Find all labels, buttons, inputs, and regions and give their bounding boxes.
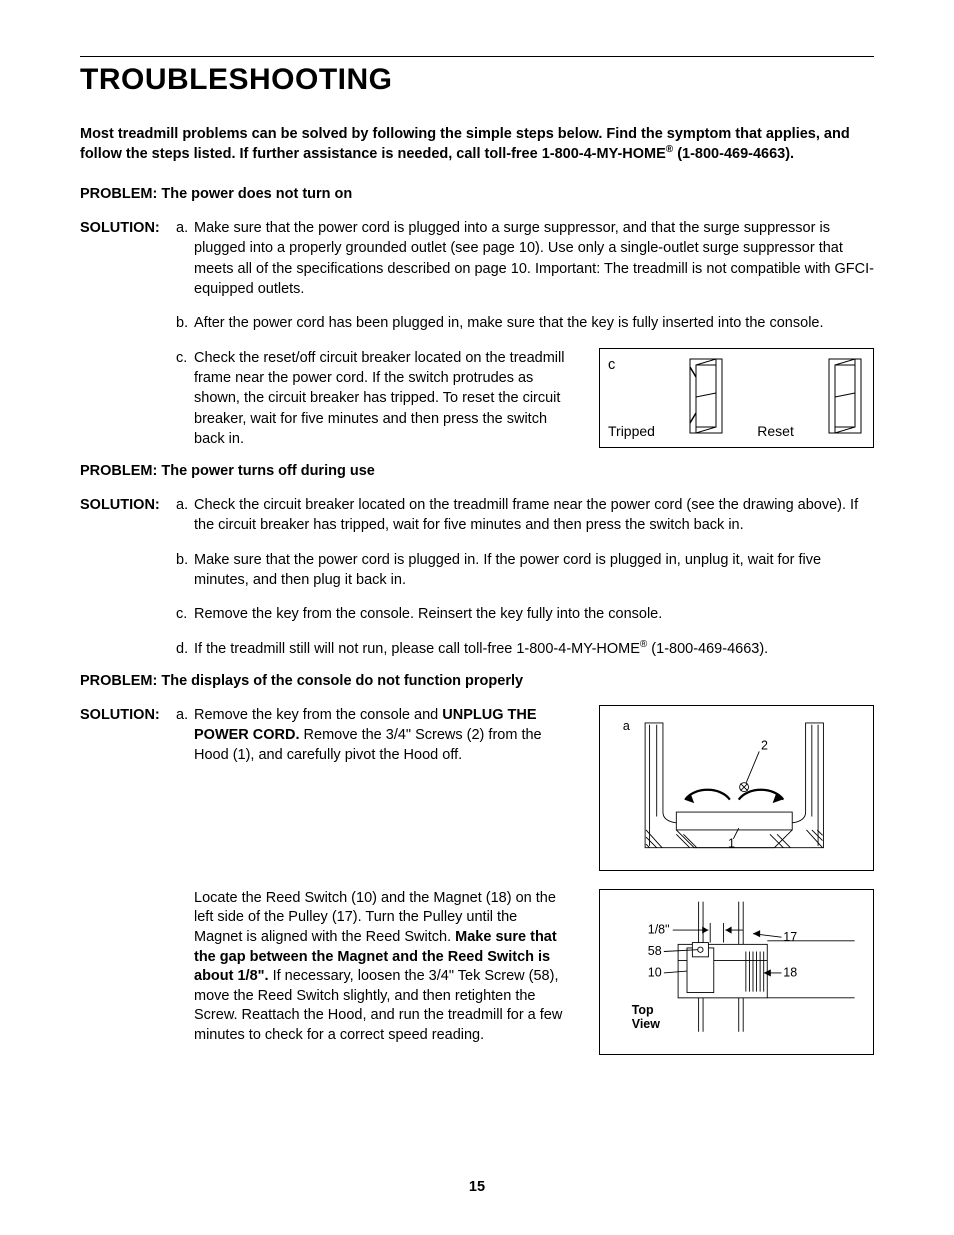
- solution-label: SOLUTION:: [80, 705, 176, 766]
- problem-3-heading: PROBLEM: The displays of the console do …: [80, 673, 874, 689]
- reset-label: Reset: [757, 423, 794, 439]
- figure-c: c Tripped R: [599, 348, 874, 448]
- figure-a-svg: a 2: [608, 714, 865, 862]
- fig-a-label: a: [623, 719, 630, 733]
- item-text: Remove the key from the console. Reinser…: [194, 604, 874, 624]
- solution-2a: SOLUTION: a. Check the circuit breaker l…: [80, 495, 874, 536]
- a-text-1: Remove the key from the console and: [194, 707, 442, 723]
- fig-a-callout-2: 2: [761, 739, 768, 753]
- item-letter: c.: [176, 604, 194, 624]
- item-letter: a.: [176, 705, 194, 766]
- fig-10-label: 10: [648, 965, 662, 979]
- item-text: Check the circuit breaker located on the…: [194, 495, 874, 536]
- problem-2-heading: PROBLEM: The power turns off during use: [80, 463, 874, 479]
- item-letter: a.: [176, 495, 194, 536]
- item-text: Make sure that the power cord is plugged…: [194, 550, 874, 591]
- fig-17-label: 17: [783, 930, 797, 944]
- solution-1b: b. After the power cord has been plugged…: [176, 313, 874, 333]
- figure-top-view: 1/8" 58 10 17 18: [599, 889, 874, 1055]
- fig-top-view-label-1: Top: [632, 1003, 654, 1017]
- item-letter: b.: [176, 313, 194, 333]
- item-letter: d.: [176, 639, 194, 659]
- intro-paragraph: Most treadmill problems can be solved by…: [80, 125, 874, 164]
- page-number: 15: [0, 1179, 954, 1195]
- page: TROUBLESHOOTING Most treadmill problems …: [0, 0, 954, 1109]
- reset-switch-icon: [825, 357, 865, 435]
- figure-top-svg: 1/8" 58 10 17 18: [608, 898, 865, 1046]
- solution-2b: b. Make sure that the power cord is plug…: [176, 550, 874, 591]
- solution-2d: d. If the treadmill still will not run, …: [176, 639, 874, 659]
- solution-1a: SOLUTION: a. Make sure that the power co…: [80, 218, 874, 299]
- solution-2-items: b. Make sure that the power cord is plug…: [80, 550, 874, 659]
- figure-c-label: c: [608, 357, 655, 373]
- fig-18-label: 18: [783, 965, 797, 979]
- figure-a: a 2: [599, 705, 874, 871]
- para2-text: Locate the Reed Switch (10) and the Magn…: [194, 889, 564, 1046]
- fig-top-view-label-2: View: [632, 1017, 660, 1031]
- solution-3a-row: SOLUTION: a. Remove the key from the con…: [80, 705, 874, 871]
- fig-58-label: 58: [648, 944, 662, 958]
- item-text: Check the reset/off circuit breaker loca…: [194, 348, 579, 449]
- item-text: If the treadmill still will not run, ple…: [194, 639, 874, 659]
- item-letter: a.: [176, 218, 194, 299]
- tripped-label: Tripped: [608, 423, 655, 439]
- solution-label: SOLUTION:: [80, 218, 176, 299]
- page-title: TROUBLESHOOTING: [80, 63, 874, 97]
- solution-3-para2-row: Locate the Reed Switch (10) and the Magn…: [80, 889, 874, 1055]
- solution-1c-row: c. Check the reset/off circuit breaker l…: [176, 348, 874, 449]
- fig-gap-label: 1/8": [648, 923, 670, 937]
- solution-1c: c. Check the reset/off circuit breaker l…: [176, 348, 579, 449]
- item-letter: c.: [176, 348, 194, 449]
- solution-label: SOLUTION:: [80, 495, 176, 536]
- item-text: After the power cord has been plugged in…: [194, 313, 874, 333]
- solution-2c: c. Remove the key from the console. Rein…: [176, 604, 874, 624]
- problem-1-heading: PROBLEM: The power does not turn on: [80, 186, 874, 202]
- item-text: Make sure that the power cord is plugged…: [194, 218, 874, 299]
- d-text-2: (1-800-469-4663).: [647, 641, 768, 657]
- item-letter: b.: [176, 550, 194, 591]
- solution-1-items: b. After the power cord has been plugged…: [80, 313, 874, 449]
- top-rule: [80, 56, 874, 57]
- item-text: Remove the key from the console and UNPL…: [194, 705, 579, 766]
- d-text-1: If the treadmill still will not run, ple…: [194, 641, 640, 657]
- intro-text-2: (1-800-469-4663).: [673, 146, 794, 162]
- solution-3-para2: Locate the Reed Switch (10) and the Magn…: [80, 889, 579, 1046]
- solution-3a: SOLUTION: a. Remove the key from the con…: [80, 705, 579, 766]
- fig-a-callout-1: 1: [728, 837, 735, 851]
- tripped-switch-icon: [686, 357, 726, 435]
